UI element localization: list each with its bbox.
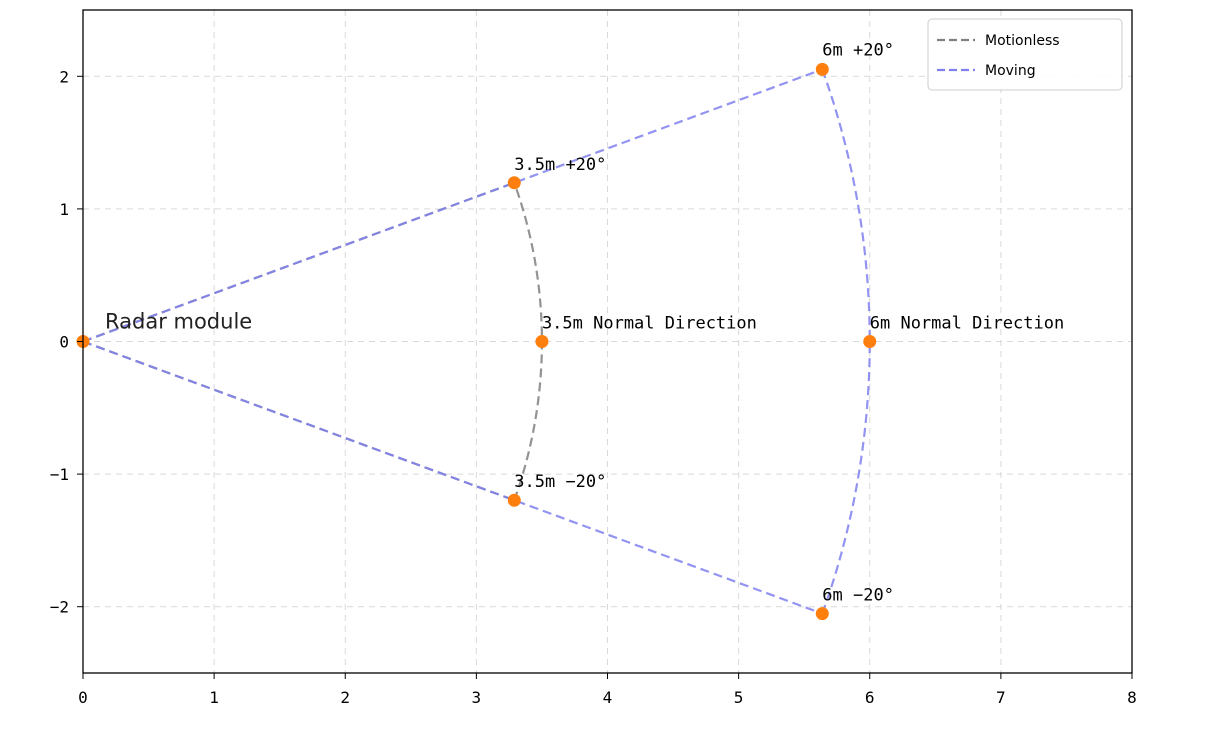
x-tick-label: 8 [1127,688,1137,707]
grid [82,10,1133,673]
point-labels: Radar module 3.5m +20° 3.5m Normal Directi… [105,40,1064,605]
axis-ticks: 0 1 2 3 4 5 6 7 8 −2 −1 0 1 2 [50,67,1137,707]
y-tick-label: 1 [59,200,69,219]
x-tick-label: 4 [603,688,613,707]
point-label: 6m +20° [822,40,894,60]
x-tick-label: 5 [734,688,744,707]
data-point [863,335,877,348]
y-tick-label: −2 [50,598,69,617]
data-point [815,62,829,76]
y-tick-label: −1 [50,465,69,484]
series-arc [821,69,871,614]
y-tick-label: 2 [59,67,69,86]
point-label: 3.5m +20° [514,155,606,175]
point-label: Radar module [105,310,252,334]
x-tick-label: 1 [209,688,219,707]
legend-box [927,18,1123,91]
point-label: 3.5m −20° [514,472,606,492]
data-point [507,176,521,190]
legend-label: Motionless [985,33,1060,49]
x-tick-label: 2 [340,688,350,707]
series-edge-upper [82,68,823,343]
legend: Motionless Moving [927,18,1123,91]
data-point [507,493,521,507]
x-tick-label: 3 [472,688,482,707]
data-point [815,607,829,621]
x-tick-label: 7 [996,688,1006,707]
x-tick-label: 6 [865,688,875,707]
data-points [76,62,877,621]
y-tick-label: 0 [59,333,69,352]
point-label: 3.5m Normal Direction [542,314,757,334]
x-tick-label: 0 [78,688,88,707]
point-label: 6m −20° [822,586,894,606]
data-point [535,335,549,348]
point-label: 6m Normal Direction [870,314,1064,334]
legend-label: Moving [985,63,1036,79]
series-edge-lower [82,340,823,615]
